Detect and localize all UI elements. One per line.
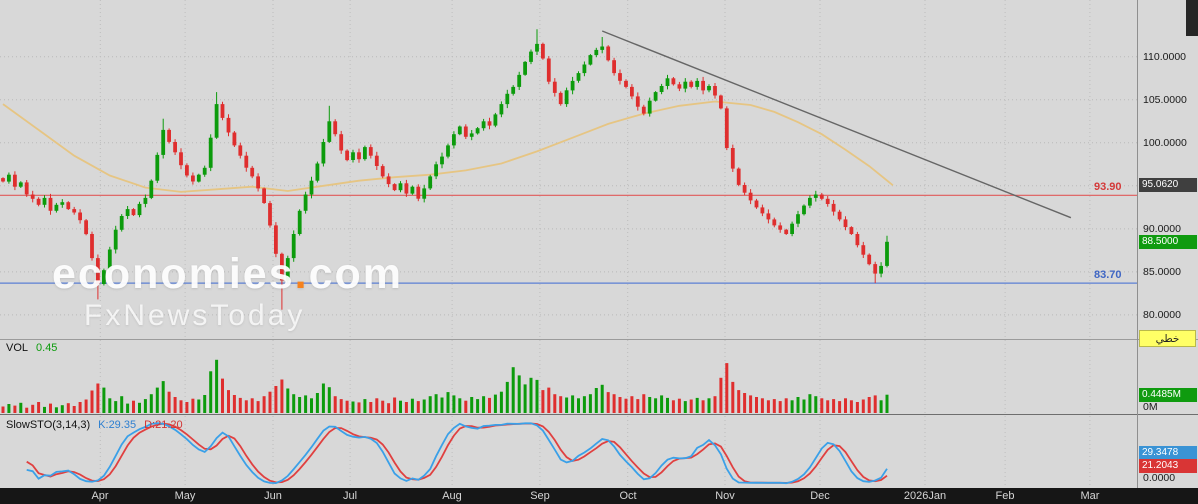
volume-value-box: 0.4485M xyxy=(1139,388,1197,402)
scrollbar-strip[interactable] xyxy=(1186,0,1198,36)
scale-type-button[interactable]: خطي xyxy=(1139,330,1196,347)
time-axis-label-nov: Nov xyxy=(715,490,735,502)
stochastic-label-text: SlowSTO(3,14,3) xyxy=(6,419,91,431)
resistance-line-label: 93.90 xyxy=(1094,181,1122,193)
price-axis[interactable]: 95.0620 88.5000 0.4485M 0M 29.3478 21.20… xyxy=(1137,0,1198,488)
time-axis-label-apr: Apr xyxy=(91,490,109,502)
time-axis-label-dec: Dec xyxy=(810,490,830,502)
volume-label-text: VOL xyxy=(6,342,29,354)
stochastic-k-box: 29.3478 xyxy=(1139,446,1197,460)
support-line-label: 83.70 xyxy=(1094,269,1122,281)
price-axis-label: 100.0000 xyxy=(1143,137,1187,149)
time-axis[interactable]: Apr May Jun Jul Aug Sep Oct Nov Dec 2026Jan Feb Mar xyxy=(0,488,1198,504)
price-axis-label: 90.0000 xyxy=(1143,223,1181,235)
price-axis-label: 110.0000 xyxy=(1143,51,1187,63)
volume-current-value: 0.45 xyxy=(36,342,58,354)
price-axis-label: 105.0000 xyxy=(1143,94,1187,106)
time-axis-label-feb: Feb xyxy=(995,490,1015,502)
time-axis-label-oct: Oct xyxy=(619,490,637,502)
stochastic-k-value: K:29.35 xyxy=(98,419,137,431)
price-axis-label: 85.0000 xyxy=(1143,266,1181,278)
time-axis-label-jul: Jul xyxy=(342,490,358,502)
time-axis-label-may: May xyxy=(174,490,196,502)
volume-zero-label: 0M xyxy=(1143,401,1158,413)
panel-separator-main-volume xyxy=(0,339,1198,340)
volume-indicator-label: VOL 0.45 xyxy=(6,342,57,354)
time-axis-label-mar: Mar xyxy=(1080,490,1100,502)
chart-canvas[interactable] xyxy=(0,0,1137,488)
price-axis-label: 80.0000 xyxy=(1143,309,1181,321)
stochastic-d-value: D:21.20 xyxy=(144,419,183,431)
ma-value-box: 95.0620 xyxy=(1139,178,1197,192)
stochastic-indicator-label: SlowSTO(3,14,3) K:29.35 D:21.20 xyxy=(6,419,183,431)
time-axis-label-2026jan: 2026Jan xyxy=(903,490,947,502)
stochastic-d-box: 21.2043 xyxy=(1139,459,1197,473)
panel-separator-volume-stochastic xyxy=(0,414,1198,415)
time-axis-label-sep: Sep xyxy=(530,490,550,502)
time-axis-label-aug: Aug xyxy=(442,490,462,502)
time-axis-label-jun: Jun xyxy=(264,490,282,502)
stochastic-zero-label: 0.0000 xyxy=(1143,472,1176,484)
last-price-box: 88.5000 xyxy=(1139,235,1197,249)
